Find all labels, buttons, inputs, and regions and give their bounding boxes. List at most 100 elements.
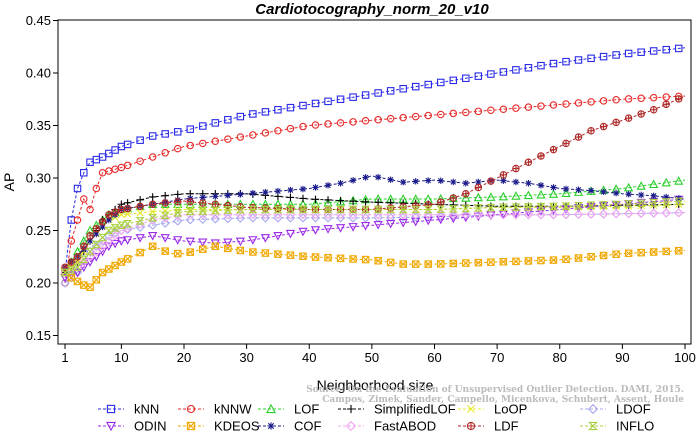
data-point (299, 101, 307, 110)
data-point (60, 278, 70, 288)
legend-item-ldof: LDOF (580, 402, 651, 417)
data-point (373, 205, 383, 214)
data-point (386, 258, 395, 267)
y-axis-label: AP (1, 173, 17, 192)
data-point (374, 198, 382, 207)
data-point (498, 203, 508, 212)
data-point (386, 87, 395, 95)
data-point (80, 195, 88, 203)
data-point (662, 45, 670, 54)
data-point (523, 190, 534, 200)
data-point (223, 206, 233, 214)
data-point (448, 205, 458, 213)
data-point (85, 252, 95, 262)
data-point (462, 108, 470, 117)
data-point (536, 202, 546, 211)
data-point (662, 93, 670, 101)
legend-item-knnw: kNNW (178, 402, 252, 417)
data-point (60, 274, 70, 283)
data-point (624, 182, 634, 192)
data-point (298, 227, 308, 237)
data-point (412, 178, 419, 185)
data-point (73, 253, 82, 261)
data-point (387, 176, 394, 183)
data-point (73, 216, 82, 224)
data-point (437, 177, 444, 184)
data-point (160, 213, 170, 223)
data-point (674, 95, 683, 103)
data-point (536, 210, 546, 220)
data-point (674, 176, 684, 185)
data-point (336, 119, 345, 127)
series-line (64, 47, 686, 273)
data-point (174, 190, 182, 199)
x-tick-label: 70 (490, 350, 504, 365)
data-point (461, 193, 471, 202)
data-point (335, 210, 346, 220)
legend-label: COF (294, 419, 322, 434)
data-point (624, 114, 633, 122)
data-point (548, 202, 559, 211)
data-point (598, 209, 609, 219)
data-point (586, 209, 596, 219)
data-point (148, 132, 157, 140)
data-point (474, 183, 483, 192)
data-point (223, 238, 233, 248)
legend-label: LoOP (494, 402, 527, 417)
data-point (386, 114, 395, 123)
data-point (91, 246, 101, 257)
data-point (161, 199, 169, 207)
data-point (104, 226, 114, 235)
data-point (298, 205, 308, 214)
data-point (586, 201, 596, 210)
data-point (349, 118, 357, 126)
data-point (173, 144, 182, 153)
x-tick-label: 1 (61, 350, 68, 365)
data-point (674, 44, 683, 53)
data-point (587, 127, 595, 135)
data-point (461, 213, 471, 223)
data-point (160, 234, 170, 243)
x-tick-label: 60 (427, 350, 441, 365)
data-point (148, 193, 157, 201)
data-point (512, 104, 520, 112)
data-point (536, 189, 546, 199)
data-point (98, 233, 108, 242)
data-point (286, 193, 295, 202)
data-point (60, 268, 70, 277)
data-point (336, 196, 345, 205)
data-point (548, 189, 559, 198)
data-point (624, 49, 633, 58)
data-point (310, 226, 321, 235)
data-point (475, 178, 482, 186)
data-point (424, 201, 432, 209)
data-point (136, 202, 144, 211)
data-point (160, 211, 170, 220)
data-point (249, 131, 257, 139)
data-point (110, 231, 120, 241)
data-point (361, 91, 370, 99)
data-point (274, 127, 282, 135)
data-point (411, 210, 421, 220)
plot-frame (57, 19, 692, 345)
data-point (674, 208, 684, 218)
data-point (599, 122, 608, 131)
data-point (436, 205, 446, 214)
data-point (224, 192, 232, 199)
data-point (649, 106, 658, 114)
data-point (335, 196, 346, 206)
data-point (437, 260, 445, 268)
data-point (550, 184, 557, 191)
data-point (211, 242, 220, 251)
data-point (199, 199, 207, 207)
series-knnw (61, 92, 686, 287)
data-point (299, 194, 307, 203)
data-point (274, 187, 282, 195)
data-point (649, 47, 658, 55)
data-point (286, 251, 295, 259)
data-point (173, 211, 183, 221)
data-point (637, 48, 645, 56)
credit-line-2: Campos, Zimek, Sander, Campello, Micenko… (322, 395, 684, 405)
data-point (436, 210, 446, 220)
data-point (612, 189, 620, 197)
